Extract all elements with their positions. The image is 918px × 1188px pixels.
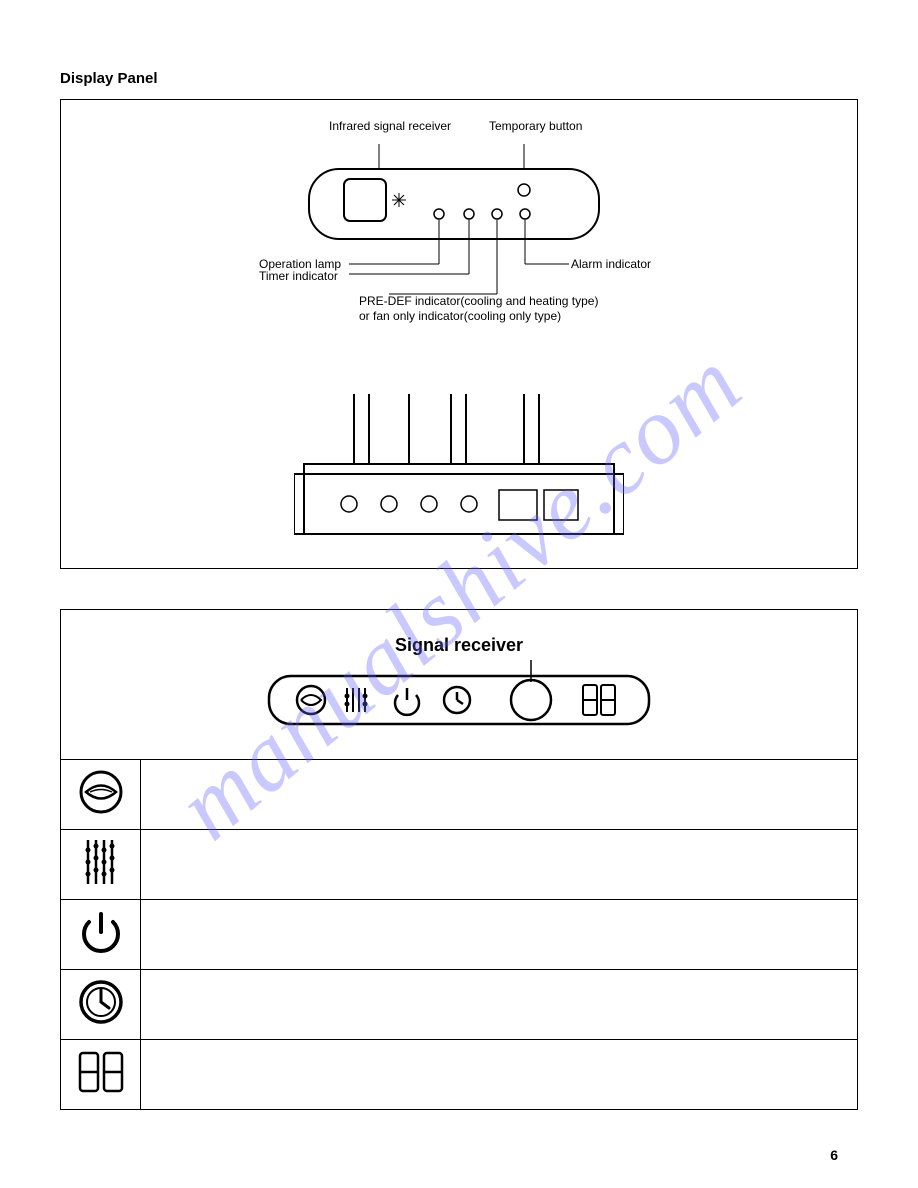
icon-cell-power — [61, 900, 141, 970]
icon-cell-fresh — [61, 760, 141, 830]
icon-cell-defrost — [61, 830, 141, 900]
fresh-icon — [78, 769, 124, 815]
signal-receiver-diagram — [249, 660, 669, 730]
defrost-icon — [78, 836, 124, 888]
table-row — [61, 760, 858, 830]
signal-receiver-header: Signal receiver — [61, 610, 858, 760]
indicator-table: Signal receiver — [60, 609, 858, 1110]
icon-cell-digit — [61, 1040, 141, 1110]
signal-receiver-label: Signal receiver — [61, 635, 857, 656]
desc-cell — [141, 830, 858, 900]
label-timer: Timer indicator — [259, 269, 338, 283]
table-row — [61, 1040, 858, 1110]
diagram-panel: Infrared signal receiver Temporary butto… — [60, 99, 858, 569]
label-predef2: or fan only indicator(cooling only type) — [359, 309, 561, 323]
desc-cell — [141, 760, 858, 830]
label-ir: Infrared signal receiver — [329, 119, 451, 133]
label-predef1: PRE-DEF indicator(cooling and heating ty… — [359, 294, 598, 308]
table-row — [61, 970, 858, 1040]
label-alarm: Alarm indicator — [571, 257, 651, 271]
page-number: 6 — [830, 1147, 838, 1163]
desc-cell — [141, 900, 858, 970]
display-diagram-lower — [294, 394, 624, 554]
desc-cell — [141, 1040, 858, 1110]
timer-icon — [78, 979, 124, 1025]
label-temp-btn: Temporary button — [489, 119, 582, 133]
section-title: Display Panel — [60, 70, 858, 87]
display-diagram-upper: Infrared signal receiver Temporary butto… — [239, 114, 679, 354]
icon-cell-timer — [61, 970, 141, 1040]
digit-icon — [76, 1049, 126, 1095]
table-row — [61, 900, 858, 970]
desc-cell — [141, 970, 858, 1040]
power-icon — [78, 909, 124, 955]
table-row — [61, 830, 858, 900]
